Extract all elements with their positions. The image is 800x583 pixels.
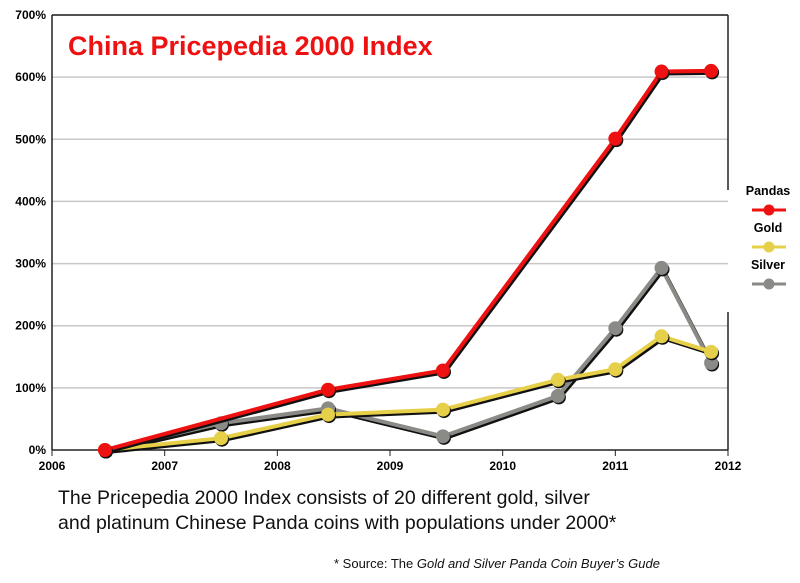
source-title: Gold and Silver Panda Coin Buyer’s Gude bbox=[416, 556, 660, 571]
y-tick-label: 100% bbox=[15, 381, 46, 395]
y-tick-label: 700% bbox=[15, 8, 46, 22]
series-shadow-silver bbox=[106, 266, 715, 454]
y-tick-label: 400% bbox=[15, 194, 46, 208]
y-tick-label: 0% bbox=[29, 443, 47, 457]
x-tick-label: 2012 bbox=[715, 459, 742, 473]
caption-line-2: and platinum Chinese Panda coins with po… bbox=[58, 512, 617, 534]
x-tick-label: 2010 bbox=[489, 459, 516, 473]
data-point-gold bbox=[550, 372, 565, 387]
series-shadow-pandas bbox=[105, 70, 713, 454]
data-point-silver bbox=[654, 260, 669, 275]
data-point-gold bbox=[704, 344, 719, 359]
data-point-pandas bbox=[321, 382, 336, 397]
data-point-pandas bbox=[704, 63, 719, 78]
data-point-gold bbox=[654, 329, 669, 344]
source-note: * Source: The Gold and Silver Panda Coin… bbox=[334, 556, 660, 571]
data-point-pandas bbox=[435, 363, 450, 378]
series-line-gold bbox=[104, 334, 712, 452]
caption: The Pricepedia 2000 Index consists of 20… bbox=[58, 486, 758, 536]
y-tick-label: 600% bbox=[15, 70, 46, 84]
chart-title: China Pricepedia 2000 Index bbox=[68, 31, 433, 61]
x-tick-label: 2009 bbox=[377, 459, 404, 473]
y-tick-label: 500% bbox=[15, 132, 46, 146]
x-tick-label: 2007 bbox=[151, 459, 178, 473]
data-point-gold bbox=[321, 407, 336, 422]
x-tick-label: 2011 bbox=[602, 459, 628, 473]
y-tick-label: 200% bbox=[15, 319, 46, 333]
data-point-silver bbox=[435, 429, 450, 444]
series-shadow-gold bbox=[106, 336, 714, 454]
series-line-silver bbox=[104, 265, 713, 452]
data-point-silver bbox=[608, 321, 623, 336]
legend-label-pandas: Pandas bbox=[746, 184, 791, 198]
data-point-pandas bbox=[97, 443, 112, 457]
data-point-gold bbox=[435, 402, 450, 417]
series-line-pandas bbox=[104, 68, 712, 452]
x-tick-label: 2006 bbox=[39, 459, 66, 473]
x-tick-label: 2008 bbox=[264, 459, 291, 473]
legend-marker-silver bbox=[763, 278, 775, 290]
legend-label-silver: Silver bbox=[751, 258, 785, 272]
caption-line-1: The Pricepedia 2000 Index consists of 20… bbox=[58, 487, 590, 509]
data-point-gold bbox=[214, 431, 228, 446]
data-point-silver bbox=[550, 388, 565, 403]
legend-marker-pandas bbox=[763, 204, 775, 216]
data-point-gold bbox=[608, 362, 623, 377]
data-point-pandas bbox=[654, 64, 669, 79]
source-prefix: * Source: The bbox=[334, 556, 417, 571]
legend-label-gold: Gold bbox=[754, 221, 782, 235]
data-point-pandas bbox=[608, 131, 623, 146]
legend-marker-gold bbox=[763, 241, 775, 253]
y-tick-label: 300% bbox=[15, 257, 46, 271]
